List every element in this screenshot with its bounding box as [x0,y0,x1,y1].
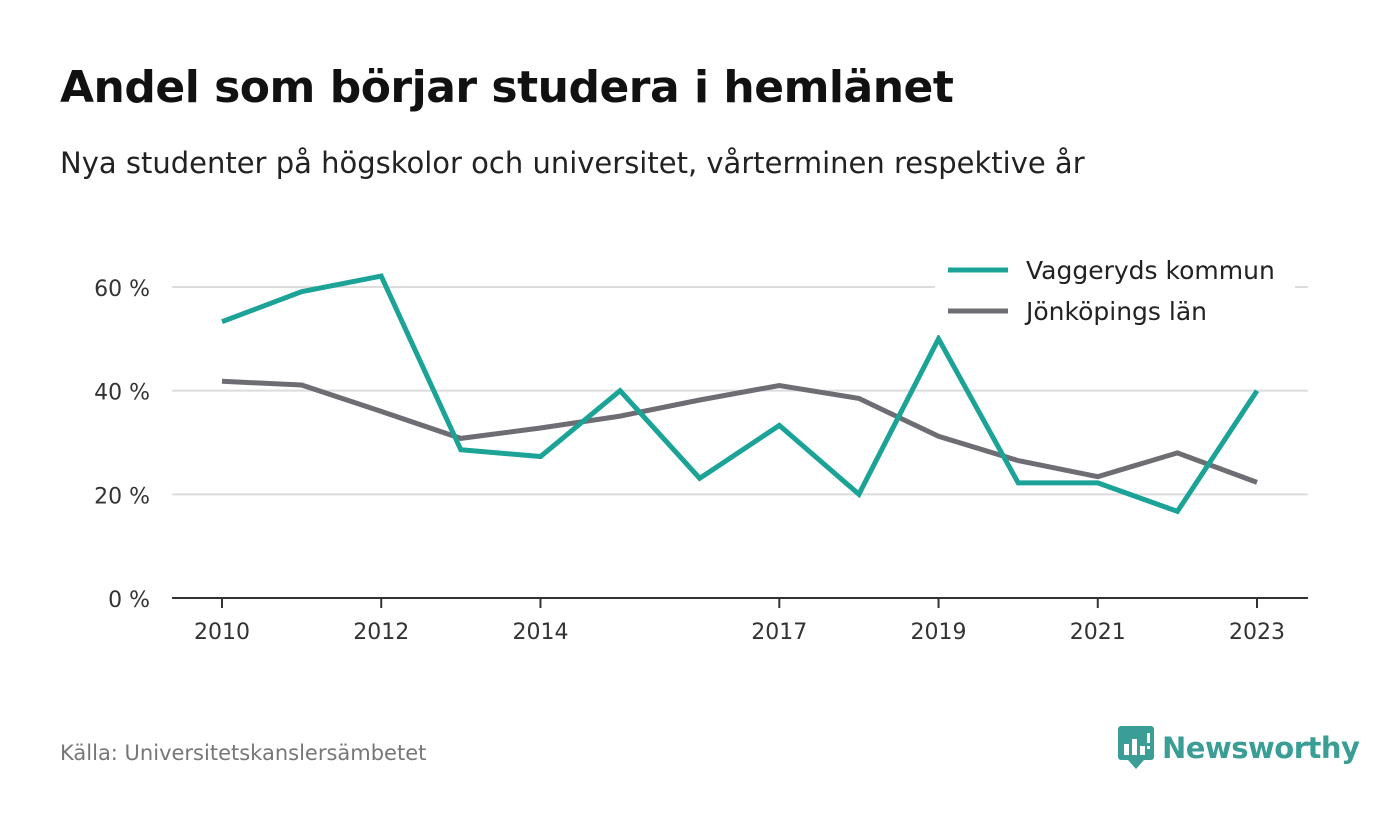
y-tick-label: 20 % [94,484,150,509]
legend-label: Vaggeryds kommun [1026,256,1275,285]
y-tick-label: 40 % [94,381,150,406]
chart-subtitle: Nya studenter på högskolor och universit… [60,146,1085,180]
series-line [221,378,1258,485]
x-tick-label: 2019 [911,620,967,645]
x-tick-label: 2012 [353,620,409,645]
x-tick-label: 2021 [1070,620,1126,645]
legend-background [935,250,1295,335]
newsworthy-logo-icon [1118,726,1154,769]
y-tick-label: 60 % [94,277,150,302]
source-note: Källa: Universitetskanslersämbetet [60,741,427,765]
y-axis-ticks: 0 % 20 % 40 % 60 % [94,277,150,613]
brand-logo[interactable]: Newsworthy [1118,726,1360,770]
y-tick-label: 0 % [108,588,150,613]
brand-name: Newsworthy [1162,731,1360,765]
x-tick-label: 2010 [194,620,250,645]
chart-title: Andel som börjar studera i hemlänet [60,62,954,113]
x-tick-label: 2017 [751,620,807,645]
legend: Vaggeryds kommun Jönköpings län [935,250,1295,335]
x-tick-label: 2023 [1229,620,1285,645]
x-axis: 2010 2012 2014 2017 2019 2021 2023 [172,597,1308,645]
legend-label: Jönköpings län [1024,297,1207,326]
x-tick-label: 2014 [512,620,568,645]
series-line [221,273,1260,515]
series-lines [221,273,1260,515]
